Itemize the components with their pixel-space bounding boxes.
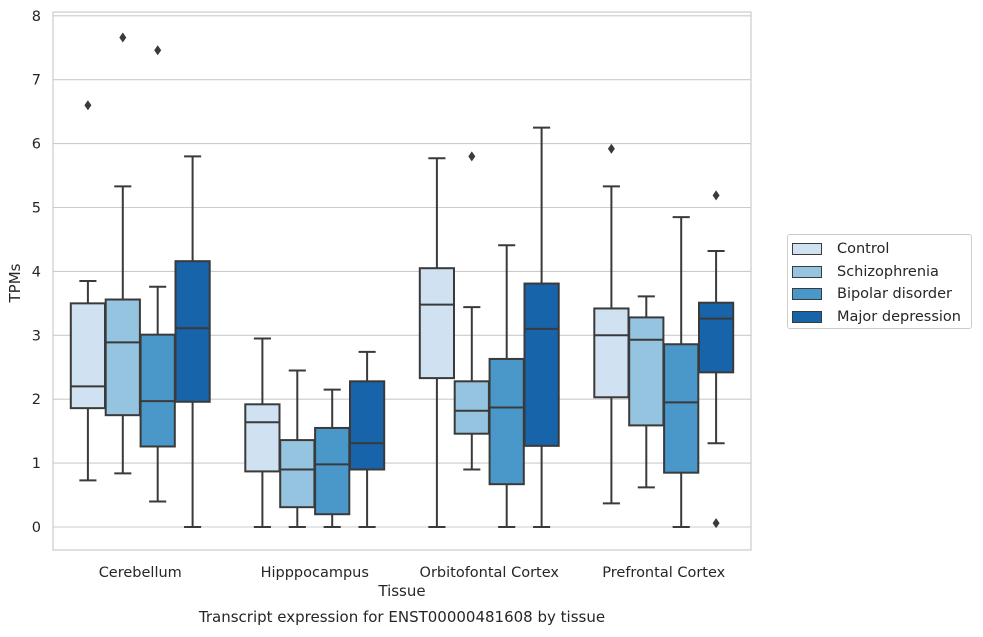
box	[69, 302, 107, 410]
legend-swatch	[792, 265, 822, 278]
x-axis-ticks: Cerebellum Hipppocampus Orbitofontal Corte…	[99, 565, 726, 581]
box-bipolar-disorder	[488, 244, 525, 528]
box-bipolar-disorder	[663, 216, 700, 528]
outlier-point	[607, 143, 615, 154]
y-tick-label: 5	[32, 201, 41, 217]
box-major-depression	[697, 190, 735, 529]
legend-label: Control	[837, 241, 890, 257]
box-bipolar-disorder	[139, 45, 176, 503]
legend-swatch	[792, 310, 822, 323]
box-major-depression	[348, 350, 386, 528]
legend-label: Schizophrenia	[837, 263, 939, 280]
box	[279, 439, 316, 509]
box-control	[593, 143, 630, 505]
y-tick-label: 6	[32, 137, 41, 153]
y-tick-label: 8	[32, 9, 41, 25]
outlier-point	[468, 151, 476, 162]
legend-label: Bipolar disorder	[837, 286, 952, 302]
box-schizophrenia	[628, 295, 665, 489]
outlier-point	[84, 100, 92, 111]
box	[453, 380, 490, 435]
y-tick-label: 4	[32, 264, 41, 280]
legend-label: Major depression	[837, 308, 961, 325]
box-plot-series	[69, 32, 735, 529]
legend-item: Schizophrenia	[792, 262, 939, 282]
x-axis-label: Tissue	[377, 582, 425, 600]
y-tick-label: 3	[32, 328, 41, 344]
box	[174, 260, 211, 403]
box	[244, 403, 281, 473]
box	[593, 307, 630, 399]
x-tick-label: Cerebellum	[99, 565, 182, 581]
x-tick-label: Hipppocampus	[261, 565, 369, 581]
y-tick-label: 7	[32, 73, 41, 89]
y-tick-label: 1	[32, 456, 41, 472]
outlier-point	[119, 32, 127, 43]
box-major-depression	[523, 126, 560, 528]
chart-caption: Transcript expression for ENST0000048160…	[198, 608, 606, 626]
y-axis-label: TPMs	[6, 263, 24, 303]
box-control	[418, 157, 456, 528]
box-schizophrenia	[453, 151, 490, 471]
box	[314, 426, 351, 516]
legend-swatch	[792, 243, 822, 255]
box	[348, 380, 386, 471]
x-tick-label: Orbitofontal Cortex	[420, 565, 560, 581]
box-bipolar-disorder	[314, 388, 351, 528]
box	[139, 333, 176, 448]
legend-item: Major depression	[792, 307, 961, 327]
outlier-point	[712, 518, 720, 529]
outlier-point	[154, 45, 162, 56]
box	[697, 301, 735, 374]
outlier-point	[712, 190, 720, 201]
y-tick-label: 0	[32, 520, 41, 536]
y-axis-ticks: 0 1 2 3 4 5 6 7 8	[32, 9, 41, 536]
box-schizophrenia	[104, 32, 141, 475]
y-tick-label: 2	[32, 392, 41, 408]
plot-frame	[52, 11, 752, 551]
box	[663, 343, 700, 474]
box-schizophrenia	[279, 369, 316, 528]
box-control	[69, 100, 107, 482]
legend-item: Bipolar disorder	[792, 284, 952, 304]
x-tick-label: Prefrontal Cortex	[602, 565, 725, 581]
legend-swatch	[792, 288, 822, 300]
box	[418, 267, 456, 380]
legend-item: Control	[792, 239, 889, 259]
box-major-depression	[174, 155, 211, 528]
box	[104, 298, 141, 417]
box	[628, 316, 665, 427]
box	[488, 357, 525, 486]
box-control	[244, 337, 281, 528]
box	[523, 282, 560, 447]
legend: Control Schizophrenia Bipolar disorder Majo…	[787, 234, 972, 329]
